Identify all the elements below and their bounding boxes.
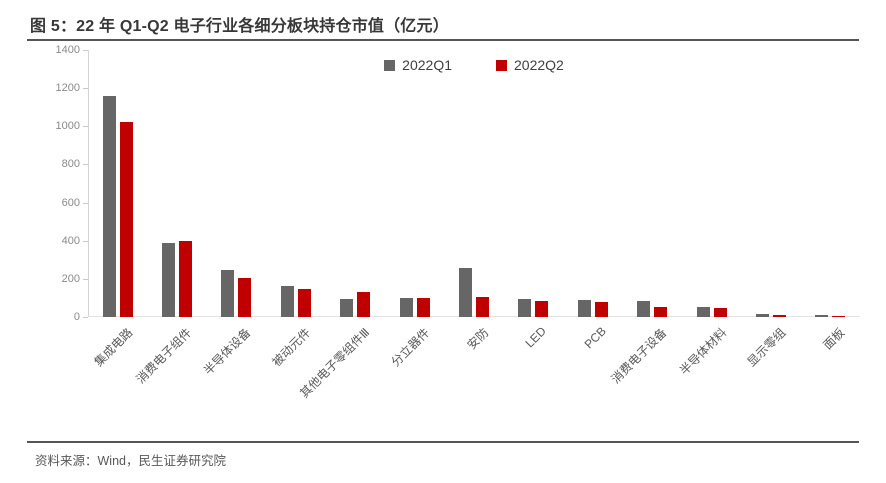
bar-group: [518, 299, 549, 317]
bar-2022q1: [340, 299, 354, 317]
y-tick-label: 800: [61, 158, 80, 171]
bar-2022q1: [221, 270, 235, 317]
legend-item-2022q1: 2022Q1: [384, 57, 452, 73]
bar-2022q1: [577, 300, 591, 317]
bar-chart: 0 200 400 600 800 1000 1200 1400 集成电路 消费电子组件 半导体设…: [55, 44, 860, 401]
bar-2022q2: [713, 308, 727, 317]
bar-2022q1: [637, 301, 651, 317]
bar-group: [399, 298, 430, 317]
figure-title: 图 5：22 年 Q1-Q2 电子行业各细分板块持仓市值（亿元）: [30, 18, 449, 35]
bar-2022q2: [594, 302, 608, 317]
bar-2022q1: [755, 314, 769, 317]
bar-2022q2: [654, 307, 668, 317]
bar-group: [459, 268, 489, 317]
bar-group: [815, 315, 846, 317]
chart-legend: 2022Q1 2022Q2: [88, 57, 860, 73]
y-tick-mark: [83, 278, 88, 280]
bar-group: [696, 307, 727, 317]
bar-2022q1: [102, 96, 116, 317]
footer-divider-line: [27, 441, 859, 443]
bar-2022q2: [297, 289, 311, 317]
bar-group: [340, 292, 371, 317]
y-tick-label: 1400: [55, 44, 80, 56]
y-tick-label: 600: [61, 196, 80, 209]
y-tick-label: 400: [61, 234, 80, 247]
legend-item-2022q2: 2022Q2: [496, 57, 564, 73]
bar-group: [280, 286, 311, 317]
y-tick-mark: [83, 240, 88, 242]
bar-group: [162, 241, 193, 317]
bar-2022q1: [162, 243, 176, 317]
y-tick-label: 0: [73, 311, 80, 323]
y-tick-mark: [83, 88, 88, 90]
bar-2022q2: [476, 297, 489, 317]
bar-2022q2: [238, 278, 252, 317]
bar-2022q1: [459, 268, 472, 317]
bar-2022q1: [518, 299, 532, 317]
bar-2022q2: [416, 298, 430, 317]
bar-group: [221, 270, 252, 317]
y-tick-label: 1000: [55, 120, 80, 133]
bar-2022q2: [535, 301, 549, 317]
y-tick-mark: [83, 50, 88, 51]
bar-group: [577, 300, 608, 317]
y-tick-label: 1200: [55, 82, 80, 95]
y-tick-mark: [83, 164, 88, 166]
bar-2022q2: [357, 292, 371, 317]
y-tick-mark: [83, 202, 88, 204]
bar-2022q2: [832, 316, 846, 317]
bar-group: [637, 301, 668, 317]
bar-2022q1: [696, 307, 710, 317]
plot-area: [88, 50, 860, 317]
y-tick-label: 200: [61, 272, 80, 285]
source-note: 资料来源：Wind，民生证券研究院: [35, 454, 226, 468]
bar-2022q1: [815, 315, 829, 317]
bar-2022q2: [772, 315, 786, 317]
bar-group: [755, 314, 786, 317]
title-divider-line: [27, 39, 859, 41]
bar-group: [102, 96, 133, 317]
y-tick-mark: [83, 126, 88, 128]
legend-swatch-2022q2: [496, 59, 507, 71]
legend-swatch-2022q1: [384, 59, 396, 71]
bar-2022q2: [119, 122, 133, 317]
legend-label-2022q1: 2022Q1: [402, 57, 452, 73]
legend-label-2022q2: 2022Q2: [514, 57, 564, 73]
bar-2022q1: [280, 286, 294, 317]
bar-2022q1: [399, 298, 413, 317]
y-tick-mark: [83, 317, 88, 318]
bar-2022q2: [179, 241, 193, 317]
